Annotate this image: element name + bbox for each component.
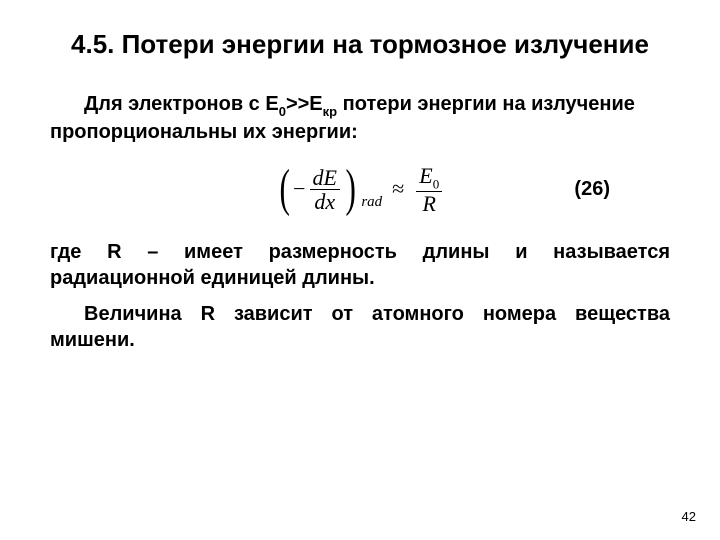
denominator-R: R <box>420 192 439 215</box>
text: Для электронов с E <box>84 93 279 115</box>
approx-sign: ≈ <box>392 176 404 202</box>
section-title: 4.5. Потери энергии на тормозное излучен… <box>50 28 670 61</box>
equation: ( − dE dx ) rad ≈ E0 R <box>276 163 444 215</box>
paragraph-where: где R – имеет размерность длины и называ… <box>50 239 670 291</box>
left-paren: ( <box>279 163 289 215</box>
subscript-kr: кр <box>323 104 337 119</box>
subscript-zero: 0 <box>279 104 286 119</box>
denominator-dx: dx <box>311 190 338 213</box>
subscript-rad: rad <box>361 194 382 211</box>
minus-sign: − <box>293 176 305 202</box>
numerator-E0: E0 <box>416 164 442 191</box>
equation-number: (26) <box>574 178 610 201</box>
slide: 4.5. Потери энергии на тормозное излучен… <box>0 0 720 540</box>
numerator-dE: dE <box>310 166 340 189</box>
text: >>E <box>286 93 323 115</box>
page-number: 42 <box>682 509 696 524</box>
subscript-zero: 0 <box>433 176 440 191</box>
fraction-E0-R: E0 R <box>416 164 442 215</box>
fraction-dE-dx: dE dx <box>310 166 340 213</box>
paragraph-intro: Для электронов с E0>>Eкр потери энергии … <box>50 91 670 146</box>
paragraph-R-depends: Величина R зависит от атомного номера ве… <box>50 301 670 353</box>
right-paren: ) <box>345 163 355 215</box>
E: E <box>419 163 432 188</box>
equation-row: ( − dE dx ) rad ≈ E0 R (26) <box>50 157 670 221</box>
